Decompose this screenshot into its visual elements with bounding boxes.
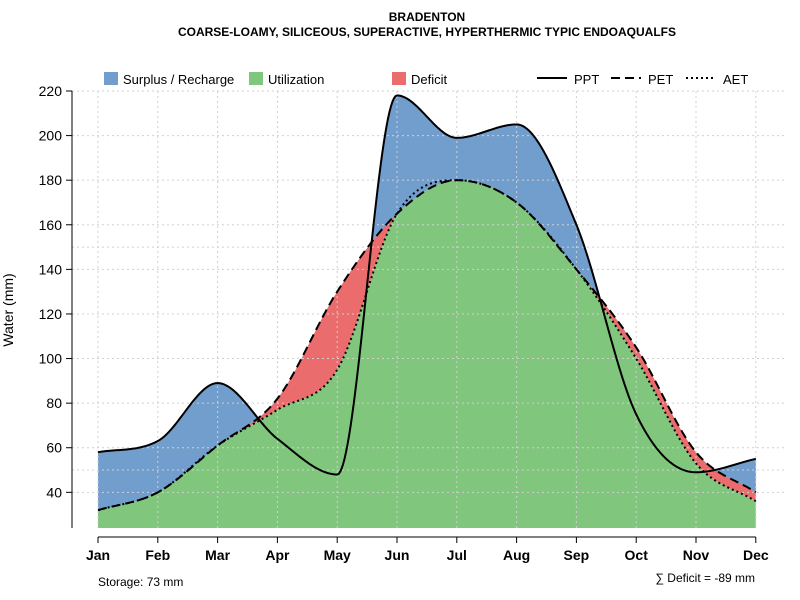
y-tick-label: 80 (46, 395, 62, 411)
x-tick-label: Dec (743, 547, 769, 563)
x-tick-label: Aug (503, 547, 530, 563)
x-tick-label: Mar (205, 547, 230, 563)
chart-subtitle: COARSE-LOAMY, SILICEOUS, SUPERACTIVE, HY… (178, 25, 676, 39)
x-tick-label: Nov (683, 547, 710, 563)
chart-title: BRADENTON (389, 10, 465, 24)
y-axis-label: Water (mm) (0, 273, 16, 346)
series-lines (97, 94, 757, 512)
aet-line (97, 179, 757, 512)
y-tick-label: 40 (46, 484, 62, 500)
surplus-area-top (98, 95, 756, 511)
y-tick-label: 200 (39, 128, 63, 144)
legend-swatch (249, 72, 263, 85)
y-tick-label: 60 (46, 440, 62, 456)
storage-label: Storage: 73 mm (98, 575, 183, 589)
areas (98, 95, 756, 528)
x-tick-label: Feb (145, 547, 170, 563)
ppt-line (97, 94, 757, 476)
y-tick-label: 180 (39, 172, 63, 188)
x-tick-label: May (324, 547, 351, 563)
x-tick-label: Apr (265, 547, 290, 563)
legend-label: PPT (574, 72, 599, 87)
utilization-area (98, 180, 756, 528)
y-tick-label: 160 (39, 217, 63, 233)
legend-label: Surplus / Recharge (123, 72, 234, 87)
legend-label: AET (723, 72, 748, 87)
axes: 40 60 80 100 120 140 160 180 200 220 Jan Feb Mar Apr M… (39, 83, 769, 563)
y-tick-label: 100 (39, 351, 63, 367)
y-tick-label: 220 (39, 83, 63, 99)
legend-swatch (392, 72, 406, 85)
legend-label: Utilization (268, 72, 324, 87)
grid (72, 90, 784, 528)
legend-swatch (104, 72, 118, 85)
legend-label: Deficit (411, 72, 448, 87)
x-tick-label: Jun (385, 547, 410, 563)
x-tick-label: Oct (625, 547, 649, 563)
y-tick-label: 120 (39, 306, 63, 322)
deficit-sum-label: ∑ Deficit = -89 mm (655, 571, 755, 585)
legend: Surplus / Recharge Utilization Deficit PPT P… (104, 72, 748, 87)
x-tick-label: Jan (86, 547, 110, 563)
y-tick-label: 140 (39, 261, 63, 277)
x-tick-label: Jul (447, 547, 467, 563)
x-tick-label: Sep (564, 547, 590, 563)
legend-label: PET (648, 72, 673, 87)
